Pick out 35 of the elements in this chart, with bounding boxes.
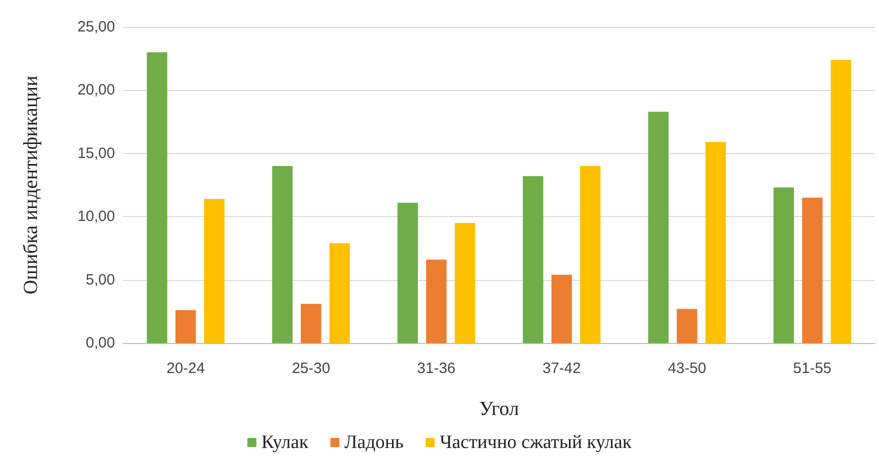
bar: [830, 60, 852, 343]
bar: [146, 52, 168, 343]
y-tick-label: 15,00: [77, 144, 115, 162]
x-tick-label: 51-55: [793, 360, 832, 377]
legend-label: Кулак: [261, 432, 310, 453]
x-tick-label: 37-42: [542, 360, 581, 377]
bar: [300, 304, 322, 343]
x-axis-title: Угол: [479, 398, 519, 420]
legend-label: Частично сжатый кулак: [440, 432, 632, 453]
bar: [272, 166, 293, 343]
bar: [551, 274, 572, 343]
bar: [522, 176, 544, 343]
bar: [426, 260, 447, 343]
bar: [397, 202, 418, 343]
x-tick-label: 43-50: [668, 360, 706, 377]
y-tick-label: 20,00: [77, 82, 115, 99]
bar: [705, 142, 726, 343]
y-tick-label: 0,00: [86, 334, 115, 352]
y-tick-label: 10,00: [77, 208, 115, 226]
bar: [648, 112, 669, 343]
bar: [773, 188, 794, 343]
y-tick-label: 5,00: [86, 271, 115, 288]
y-tick-label: 25,00: [77, 18, 115, 36]
y-axis-title: Ошибка индентификации: [20, 75, 42, 294]
bar: [175, 310, 196, 343]
legend-label: Ладонь: [344, 432, 404, 453]
bar: [204, 198, 225, 343]
x-tick-label: 25-30: [292, 360, 330, 377]
bar: [580, 166, 601, 343]
x-tick-label: 20-24: [166, 360, 205, 377]
x-tick-label: 31-36: [417, 360, 456, 377]
bar: [329, 243, 350, 343]
bar: [454, 222, 476, 343]
bar: [802, 198, 823, 343]
bar: [676, 308, 698, 343]
